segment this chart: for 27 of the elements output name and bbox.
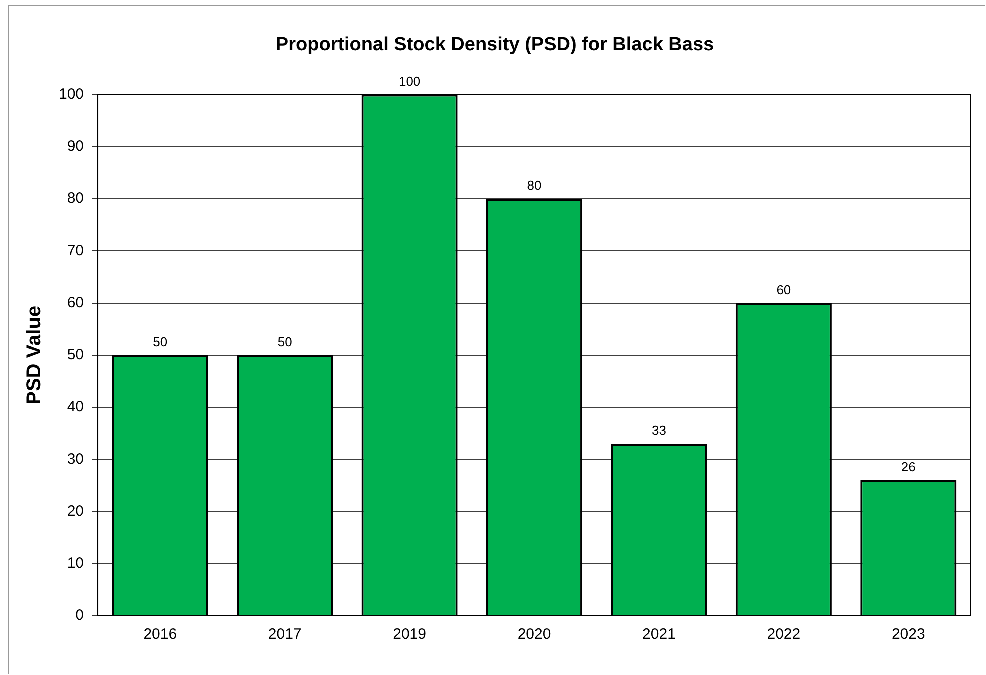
chart-title: Proportional Stock Density (PSD) for Black Bass [276, 34, 714, 56]
x-tick-label: 2020 [518, 626, 552, 644]
x-tick-label: 2017 [268, 626, 302, 644]
y-tick-label: 0 [76, 607, 84, 624]
y-axis-title: PSD Value [24, 306, 46, 405]
data-label: 26 [901, 460, 916, 475]
y-tick-label: 90 [67, 138, 84, 156]
y-tick-label: 20 [67, 502, 84, 520]
data-label: 50 [278, 334, 292, 350]
y-tick-label: 50 [67, 346, 84, 364]
x-tick-label: 2021 [642, 626, 676, 644]
x-tick-label: 2016 [144, 626, 178, 644]
data-label: 50 [153, 334, 168, 350]
y-tick-label: 60 [67, 294, 84, 312]
data-label: 80 [527, 178, 542, 194]
data-label: 33 [652, 423, 666, 438]
data-label: 60 [776, 282, 792, 298]
y-tick-label: 100 [58, 86, 84, 103]
x-tick-label: 2023 [892, 626, 926, 644]
x-tick-label: 2019 [393, 626, 426, 644]
y-tick-label: 10 [67, 555, 84, 572]
data-label: 100 [398, 74, 421, 89]
y-tick-label: 70 [67, 242, 84, 260]
x-tick-label: 2022 [767, 626, 801, 644]
y-tick-label: 80 [67, 190, 84, 208]
y-tick-label: 30 [67, 450, 84, 468]
y-tick-label: 40 [67, 398, 84, 416]
